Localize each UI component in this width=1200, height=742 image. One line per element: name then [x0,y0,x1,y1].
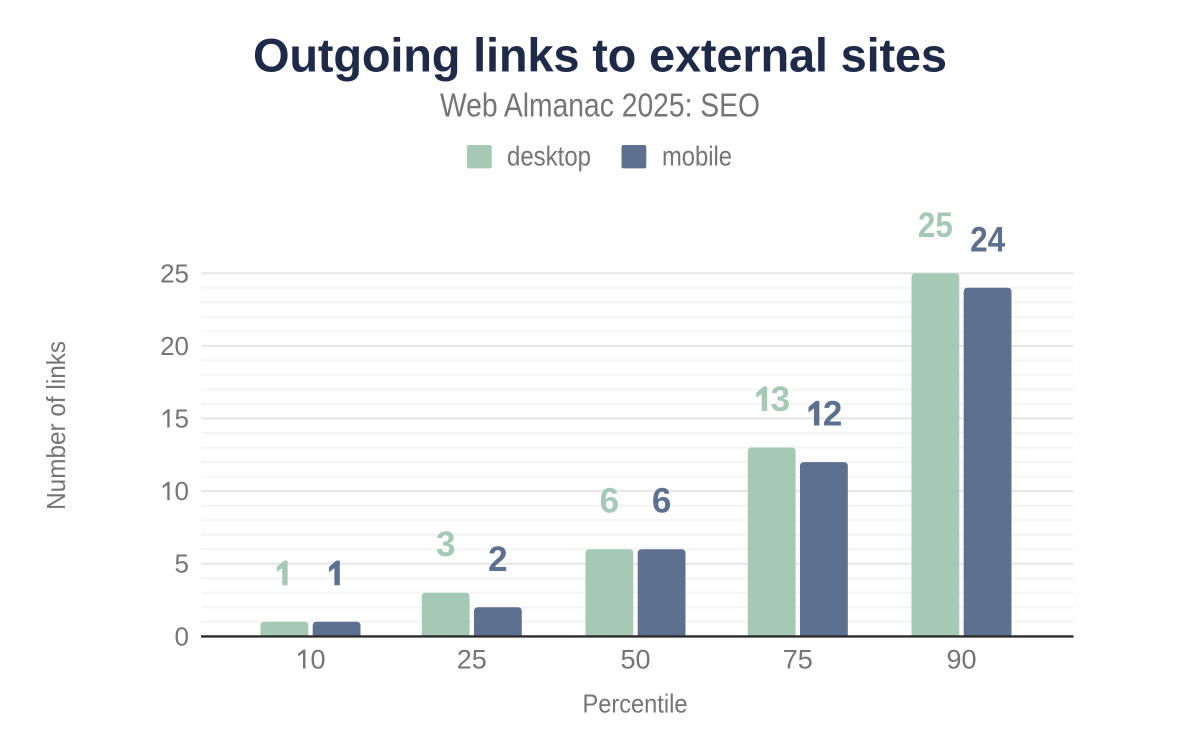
svg-text:5: 5 [175,549,189,579]
svg-text:Web Almanac 2025: SEO: Web Almanac 2025: SEO [440,87,760,124]
svg-text:2: 2 [488,540,507,579]
svg-text:3: 3 [436,525,455,564]
svg-text:24: 24 [970,220,1005,259]
svg-text:desktop: desktop [507,140,591,171]
svg-text:90: 90 [946,645,976,675]
svg-text:0: 0 [310,645,325,675]
svg-text:mobile: mobile [662,140,732,171]
svg-text:25: 25 [457,645,487,675]
svg-text:0: 0 [175,621,189,651]
svg-text:Percentile: Percentile [583,689,688,719]
svg-text:6: 6 [600,482,619,521]
svg-text:5: 5 [175,404,189,434]
svg-text:3: 3 [771,380,790,419]
svg-text:2: 2 [823,395,842,434]
svg-text:25: 25 [918,206,953,245]
svg-text:0: 0 [175,476,189,506]
svg-text:25: 25 [160,258,189,288]
svg-text:50: 50 [620,645,650,675]
svg-text:Outgoing links to external sit: Outgoing links to external sites [253,29,947,82]
svg-text:20: 20 [160,331,189,361]
svg-text:75: 75 [783,645,813,675]
svg-text:6: 6 [652,482,671,521]
svg-text:Number of links: Number of links [41,341,71,510]
